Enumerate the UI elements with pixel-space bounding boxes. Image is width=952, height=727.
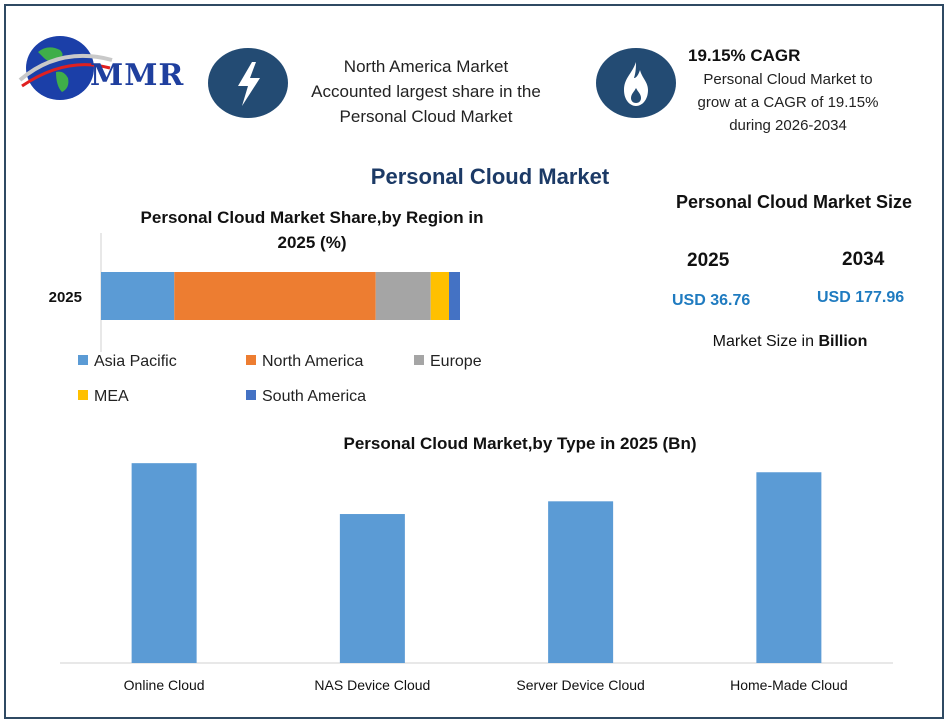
- type-category-label: Server Device Cloud: [516, 677, 645, 693]
- legend-label: North America: [262, 353, 364, 370]
- lightning-badge: [208, 48, 288, 118]
- legend-item-north-america: North America: [246, 353, 363, 371]
- market-size-unit: Billion: [818, 333, 868, 350]
- type-bar-server-device-cloud: [548, 501, 614, 663]
- market-size-prefix: Market Size in: [712, 333, 815, 350]
- cagr-line-3: during 2026-2034: [729, 117, 847, 134]
- type-category-label: Home-Made Cloud: [730, 677, 848, 693]
- cagr-title: 19.15% CAGR: [688, 46, 801, 65]
- flame-icon: [624, 62, 648, 106]
- type-bar-nas-device-cloud: [339, 514, 405, 663]
- value-2034: USD 177.96: [817, 289, 905, 306]
- region-title-line-2: 2025 (%): [277, 233, 347, 252]
- legend-label: South America: [262, 388, 367, 405]
- type-chart-title: Personal Cloud Market,by Type in 2025 (B…: [343, 434, 697, 453]
- market-size-note: Market Size in Billion: [690, 333, 890, 351]
- type-category-label: Online Cloud: [123, 677, 205, 693]
- region-category-label: 2025: [49, 289, 82, 306]
- region-bar-mea: [430, 272, 450, 320]
- legend-swatch: [414, 355, 424, 365]
- main-title: Personal Cloud Market: [370, 164, 610, 189]
- flame-badge: [596, 48, 676, 118]
- region-bar-north-america: [174, 272, 376, 320]
- region-chart-title: Personal Cloud Market Share,by Region in…: [92, 205, 532, 255]
- market-size-title: Personal Cloud Market Size: [675, 192, 913, 212]
- na-line-1: North America Market: [343, 57, 509, 76]
- na-line-2: Accounted largest share in the: [311, 82, 541, 101]
- type-bar-online-cloud: [131, 463, 197, 663]
- legend-swatch: [246, 355, 256, 365]
- legend-item-south-america: South America: [246, 388, 366, 406]
- infographic-frame: [4, 4, 944, 719]
- legend-item-asia-pacific: Asia Pacific: [78, 353, 177, 371]
- year-2025: 2025: [687, 250, 730, 271]
- north-america-note: North America Market Accounted largest s…: [296, 54, 556, 129]
- legend-item-mea: MEA: [78, 388, 129, 406]
- type-category-label: NAS Device Cloud: [314, 677, 431, 693]
- legend-label: Asia Pacific: [94, 353, 177, 370]
- cagr-line-1: Personal Cloud Market to: [703, 71, 873, 88]
- logo-text: MMR: [90, 58, 185, 93]
- region-bar-europe: [375, 272, 431, 320]
- region-title-line-1: Personal Cloud Market Share,by Region in: [140, 208, 484, 227]
- region-bar-south-america: [449, 272, 460, 320]
- globe-icon: [18, 36, 113, 100]
- cagr-note: Personal Cloud Market to grow at a CAGR …: [676, 68, 900, 137]
- legend-swatch: [246, 390, 256, 400]
- legend-swatch: [78, 355, 88, 365]
- legend-swatch: [78, 390, 88, 400]
- legend-item-europe: Europe: [414, 353, 482, 371]
- lightning-icon: [238, 62, 260, 106]
- legend-label: Europe: [430, 353, 482, 370]
- value-2025: USD 36.76: [672, 292, 751, 309]
- type-bar-home-made-cloud: [756, 472, 822, 663]
- mmr-logo: MMR: [12, 28, 192, 108]
- na-line-3: Personal Cloud Market: [339, 107, 513, 126]
- legend-label: MEA: [94, 388, 129, 405]
- cagr-line-2: grow at a CAGR of 19.15%: [697, 94, 879, 111]
- region-bar-asia-pacific: [101, 272, 175, 320]
- year-2034: 2034: [842, 249, 885, 270]
